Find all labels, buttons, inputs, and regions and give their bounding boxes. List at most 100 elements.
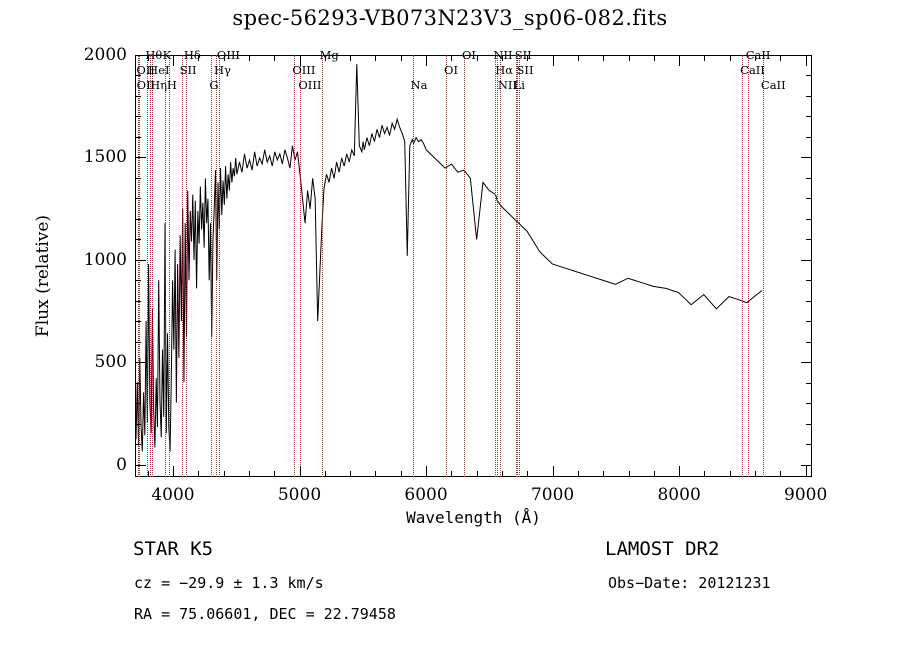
spectral-line-label: SII xyxy=(514,48,532,62)
y-tick-label: 1500 xyxy=(83,147,127,168)
spectrum-curve xyxy=(136,56,811,476)
y-axis-tick xyxy=(806,382,812,384)
x-axis-tick xyxy=(628,55,630,61)
page-title: spec-56293-VB073N23V3_sp06-082.fits xyxy=(232,6,668,30)
y-axis-tick xyxy=(135,177,141,179)
spectral-line-marker xyxy=(218,55,220,477)
x-axis-tick xyxy=(274,55,276,61)
y-tick-label: 500 xyxy=(94,352,127,373)
x-tick-label: 4000 xyxy=(151,485,195,505)
y-axis-tick xyxy=(801,55,812,56)
y-axis-tick xyxy=(801,157,812,159)
x-axis-tick xyxy=(451,55,453,61)
y-axis-tick xyxy=(135,403,141,405)
x-axis-tick xyxy=(248,471,250,477)
y-axis-tick xyxy=(806,95,812,97)
spectral-line-marker xyxy=(742,55,744,477)
y-tick-label: 1000 xyxy=(83,249,127,270)
x-axis-tick xyxy=(755,471,757,477)
spectral-line-label: HeI xyxy=(148,63,170,77)
x-axis-tick xyxy=(172,466,174,477)
x-axis-tick xyxy=(451,471,453,477)
spectral-line-marker xyxy=(516,55,518,477)
x-axis-tick xyxy=(223,55,225,61)
y-axis-tick xyxy=(806,198,812,200)
x-axis-tick xyxy=(577,471,579,477)
x-axis-tick xyxy=(653,471,655,477)
y-axis-tick xyxy=(806,423,812,425)
x-axis-tick xyxy=(476,55,478,61)
y-axis-tick xyxy=(135,464,146,466)
spectral-line-label: OIII xyxy=(216,48,240,62)
y-axis-tick xyxy=(806,300,812,302)
x-axis-tick xyxy=(324,471,326,477)
spectral-line-marker xyxy=(150,55,152,477)
spectral-line-marker xyxy=(152,55,154,477)
y-axis-tick xyxy=(135,259,146,261)
spectral-line-label: OI xyxy=(444,63,459,77)
y-axis-tick xyxy=(135,157,146,159)
y-axis-tick xyxy=(135,75,141,77)
x-axis-tick xyxy=(324,55,326,61)
y-tick-label: 2000 xyxy=(83,45,127,65)
spectral-line-marker xyxy=(515,55,517,477)
y-axis-tick xyxy=(806,341,812,343)
x-axis-tick xyxy=(679,466,681,477)
y-axis-tick xyxy=(135,239,141,241)
x-axis-tick xyxy=(198,55,200,61)
spectral-line-marker xyxy=(499,55,501,477)
cz-text: cz = −29.9 ± 1.3 km/s xyxy=(134,574,324,592)
spectral-line-label: CaII xyxy=(745,48,771,62)
y-axis-tick xyxy=(806,403,812,405)
x-axis-tick xyxy=(375,55,377,61)
x-axis-tick xyxy=(780,471,782,477)
y-axis-tick xyxy=(135,280,141,282)
y-axis-tick xyxy=(135,218,141,220)
spectral-line-label: OIII xyxy=(292,63,316,77)
spectral-line-label: Hα xyxy=(495,63,514,77)
spectral-line-label: SII xyxy=(179,63,197,77)
spectral-line-marker xyxy=(446,55,448,477)
spectrum-chart-area xyxy=(135,55,812,477)
spectral-line-marker xyxy=(495,55,497,477)
x-axis-tick xyxy=(704,471,706,477)
y-axis-tick xyxy=(801,259,812,261)
y-axis-tick xyxy=(806,177,812,179)
y-axis-tick xyxy=(135,362,146,364)
spectral-line-marker xyxy=(147,55,149,477)
spectral-line-label: Hδ xyxy=(183,48,201,62)
spectral-line-marker xyxy=(185,55,187,477)
spectral-line-marker xyxy=(747,55,749,477)
x-axis-tick xyxy=(805,55,807,66)
x-axis-tick xyxy=(729,55,731,61)
x-axis-tick xyxy=(147,471,149,477)
y-axis-tick xyxy=(135,116,141,118)
x-axis-tick xyxy=(248,55,250,61)
obs-date-text: Obs−Date: 20121231 xyxy=(608,574,771,592)
x-tick-label: 7000 xyxy=(530,485,575,505)
y-axis-tick xyxy=(806,444,812,446)
spectral-line-label: OII xyxy=(136,63,155,77)
spectral-line-label: Hθ xyxy=(145,48,163,62)
y-axis-tick xyxy=(801,464,812,466)
y-axis-tick xyxy=(135,55,146,56)
x-axis-tick xyxy=(653,55,655,61)
spectral-line-marker xyxy=(497,55,499,477)
y-axis-tick xyxy=(806,116,812,118)
spectral-line-label: Hη xyxy=(150,78,167,92)
spectral-line-marker xyxy=(138,55,140,477)
spectral-line-marker xyxy=(215,55,217,477)
spectral-line-marker xyxy=(181,55,183,477)
x-axis-tick xyxy=(501,471,503,477)
x-axis-tick xyxy=(223,471,225,477)
spectral-line-label: G xyxy=(209,78,219,92)
spectral-line-marker xyxy=(412,55,414,477)
spectral-line-label: Mg xyxy=(319,48,339,62)
x-axis-tick xyxy=(198,471,200,477)
y-axis-tick xyxy=(135,198,141,200)
x-axis-tick xyxy=(501,55,503,61)
x-axis-tick xyxy=(628,471,630,477)
x-axis-title: Wavelength (Å) xyxy=(406,508,541,527)
y-axis-tick xyxy=(806,239,812,241)
